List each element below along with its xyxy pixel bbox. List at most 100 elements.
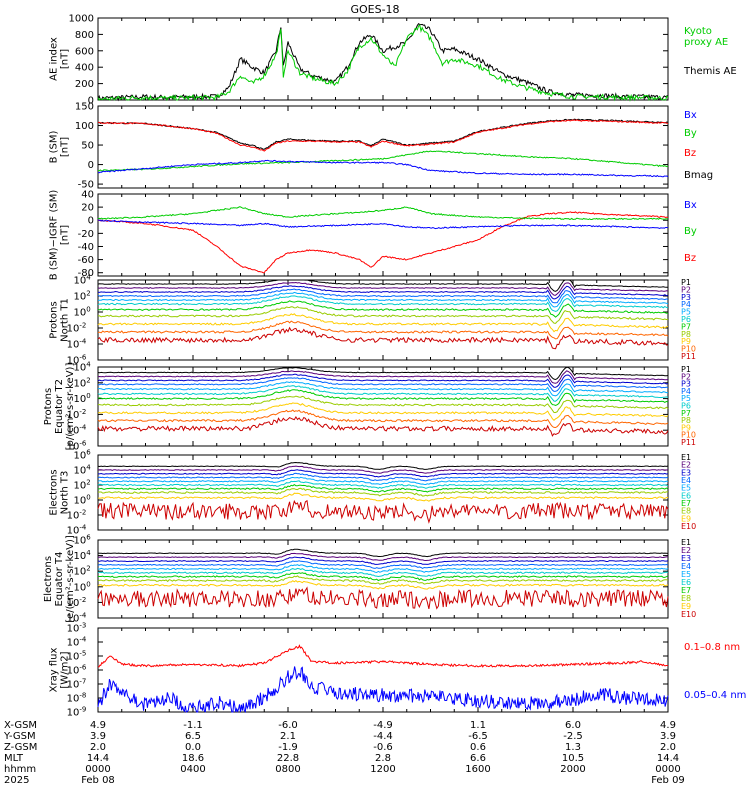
p_t2-series-p9	[97, 402, 669, 421]
ae-legend-kyoto: Kyoto	[684, 26, 712, 37]
bdiff-y-tick-label: -80	[78, 268, 94, 279]
xray-y-axis-label: Xray flux	[49, 648, 60, 693]
p_t2-y-tick-label: 100	[73, 392, 90, 405]
bsm-series-bz	[97, 119, 669, 152]
coord-value: 1.1	[470, 720, 486, 731]
p_t2-series-p5	[97, 381, 668, 397]
p_t2-panel: Protons Equator T2 [p/(cm²-s-sr-keV)]104 10…	[43, 361, 696, 453]
p_t2-y-axis-label: Equator T2	[54, 379, 65, 434]
p_t2-series-p11	[97, 416, 669, 437]
coord-value: 0.6	[470, 742, 486, 753]
ae-legend-proxy-ae: proxy AE	[684, 37, 728, 48]
p_t1-label-p5: P5	[681, 308, 691, 317]
p_t2-y-axis-label: Protons	[43, 388, 54, 425]
coord-value: 0.0	[185, 742, 201, 753]
p_t1-series-p1	[97, 279, 669, 292]
e_t4-label-e2: E2	[681, 546, 691, 555]
e_t4-series-e4	[97, 560, 669, 569]
e_t3-y-tick-label: 104	[73, 464, 91, 477]
bsm-y-tick-label: 50	[81, 141, 94, 152]
coord-value: -6.5	[468, 731, 488, 742]
p_t2-label-p9: P9	[681, 423, 691, 432]
p_t1-y-axis-label: North T1	[60, 298, 71, 342]
e_t3-label-e3: E3	[681, 468, 691, 477]
e_t3-label-e7: E7	[681, 499, 691, 508]
bsm-series-bx	[97, 159, 669, 178]
xray-legend-1: 0.1–0.8 nm	[684, 642, 740, 653]
e_t3-label-e6: E6	[681, 491, 691, 500]
xray-panel: Xray flux [W/m2] 10-310-410-510-610-710-81…	[49, 622, 747, 719]
p_t2-series-p4	[97, 377, 669, 392]
xray-y-tick-label: 10-7	[67, 678, 87, 691]
p_t2-series-p7	[97, 389, 669, 407]
e_t4-label-e5: E5	[681, 570, 691, 579]
bsm-panel: B (SM) [nT] 150 100 50 0 -50 Bx By Bz Bmag	[49, 102, 714, 191]
e_t4-label-e10: E10	[681, 610, 696, 619]
ae-y-tick-label: 800	[75, 30, 94, 41]
bdiff-panel: B (SM)−IGRF (SM) [nT] 40 20 0 -20 -40 -60 -80 Bx B…	[49, 190, 697, 281]
p_t2-series-p2	[97, 370, 669, 384]
p_t1-y-tick-label: 100	[73, 306, 90, 319]
xray-y-tick-label: 10-5	[67, 650, 87, 663]
p_t1-y-tick-label: 10-6	[67, 354, 87, 367]
e_t3-series-e10	[97, 499, 669, 524]
e_t4-series-e6	[97, 567, 669, 578]
p_t1-series-p9	[97, 313, 669, 333]
panels: AE index [nT]10008006004002000Kyotoproxy …	[43, 14, 746, 719]
ae-y-tick-label: 1000	[69, 14, 94, 25]
e_t4-label-e9: E9	[681, 602, 691, 611]
bdiff-y-tick-label: 0	[88, 216, 94, 227]
e_t3-label-e9: E9	[681, 514, 691, 523]
e_t3-y-axis-label: Electrons	[49, 469, 60, 515]
bsm-legend-bx: Bx	[684, 110, 697, 121]
p_t2-series-p10	[97, 409, 669, 429]
coord-value: 18.6	[182, 753, 204, 764]
e_t4-y-axis-label: Equator T4	[54, 552, 65, 607]
e_t4-label-e8: E8	[681, 594, 691, 603]
coord-value: 2.0	[90, 742, 106, 753]
coord-value: 0800	[275, 764, 300, 775]
e_t4-series-e3	[97, 556, 669, 565]
p_t1-y-tick-label: 102	[73, 290, 90, 303]
bdiff-y-axis-label: [nT]	[60, 225, 71, 245]
coord-value: 14.4	[657, 753, 679, 764]
coord-value: -1.9	[278, 742, 298, 753]
p_t1-label-p6: P6	[681, 315, 691, 324]
bsm-y-axis-label: B (SM)	[49, 130, 60, 163]
e_t4-y-tick-label: 10-4	[67, 612, 87, 625]
xray-series-0-05-0-4-nm	[97, 666, 669, 714]
coord-value: 3.9	[90, 731, 106, 742]
p_t1-label-p1: P1	[681, 278, 691, 287]
bsm-frame	[97, 105, 669, 189]
xray-legend-2: 0.05–0.4 nm	[684, 690, 746, 701]
e_t3-panel: Electrons North T310610410210010-210-4E1E…	[49, 449, 697, 537]
xray-y-tick-label: 10-8	[67, 692, 87, 705]
e_t4-series-e8	[97, 575, 669, 585]
bdiff-legend-bz: Bz	[684, 253, 696, 264]
coord-value: 6.0	[565, 720, 581, 731]
p_t1-series-p5	[97, 291, 669, 308]
e_t4-series-e1	[97, 548, 669, 558]
ae-y-tick-label: 600	[75, 46, 94, 57]
p_t2-label-p3: P3	[681, 380, 691, 389]
p_t1-y-tick-label: 10-2	[67, 322, 87, 335]
e_t4-label-e6: E6	[681, 578, 691, 587]
e_t3-label-e4: E4	[681, 476, 691, 485]
e_t4-label-e4: E4	[681, 562, 691, 571]
p_t1-y-axis-label: Protons	[49, 301, 60, 338]
ae-legend-themis-ae: Themis AE	[683, 66, 737, 77]
p_t1-label-p4: P4	[681, 300, 691, 309]
e_t3-label-e2: E2	[681, 461, 691, 470]
bdiff-legend-by: By	[684, 226, 697, 237]
p_t1-label-p10: P10	[681, 345, 696, 354]
chart-title: GOES-18	[350, 3, 399, 16]
bdiff-y-axis-label: B (SM)−IGRF (SM)	[49, 190, 60, 281]
ae-y-tick-label: 400	[75, 63, 94, 74]
bsm-legend-bmag: Bmag	[684, 170, 713, 181]
coord-value: 6.6	[470, 753, 486, 764]
e_t3-series-e3	[98, 469, 669, 478]
p_t1-label-p9: P9	[681, 337, 691, 346]
coord-value: 4.9	[660, 720, 676, 731]
ae-series-kyoto-proxy-ae	[97, 24, 669, 102]
